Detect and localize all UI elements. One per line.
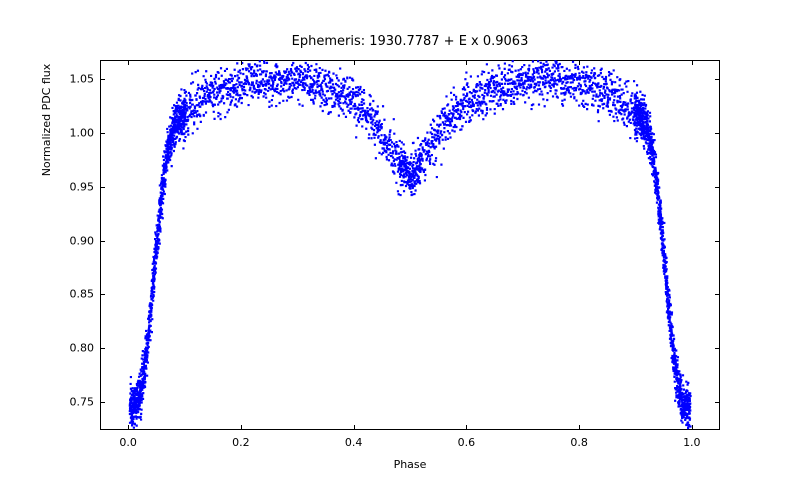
y-axis-label: Normalized PDC flux [40, 0, 53, 305]
y-tick-mark [100, 241, 105, 242]
chart-title: Ephemeris: 1930.7787 + E x 0.9063 [100, 34, 720, 49]
y-tick-mark [715, 187, 720, 188]
x-tick-mark [692, 60, 693, 65]
y-tick-mark [100, 133, 105, 134]
y-tick-label: 0.85 [60, 288, 94, 301]
y-tick-label: 1.00 [60, 127, 94, 140]
x-tick-mark [579, 60, 580, 65]
y-tick-mark [715, 133, 720, 134]
scatter-layer [101, 61, 719, 429]
x-axis-label: Phase [100, 458, 720, 471]
x-tick-mark [128, 60, 129, 65]
x-tick-mark [466, 60, 467, 65]
y-tick-mark [715, 79, 720, 80]
y-tick-mark [100, 348, 105, 349]
y-tick-mark [715, 348, 720, 349]
y-tick-mark [100, 294, 105, 295]
x-tick-label: 0.6 [458, 436, 476, 449]
y-tick-mark [100, 187, 105, 188]
x-tick-mark [354, 60, 355, 65]
y-tick-label: 0.75 [60, 396, 94, 409]
x-tick-label: 0.8 [570, 436, 588, 449]
y-tick-mark [715, 402, 720, 403]
y-tick-label: 0.90 [60, 234, 94, 247]
plot-area [100, 60, 720, 430]
x-tick-label: 0.0 [119, 436, 137, 449]
y-tick-mark [715, 241, 720, 242]
y-tick-label: 1.05 [60, 73, 94, 86]
x-tick-label: 0.4 [345, 436, 363, 449]
x-tick-mark [128, 425, 129, 430]
y-tick-label: 0.80 [60, 342, 94, 355]
x-tick-mark [354, 425, 355, 430]
x-tick-mark [692, 425, 693, 430]
x-tick-mark [579, 425, 580, 430]
y-tick-label: 0.95 [60, 180, 94, 193]
x-tick-mark [241, 60, 242, 65]
y-tick-mark [100, 79, 105, 80]
x-tick-mark [466, 425, 467, 430]
y-tick-mark [100, 402, 105, 403]
x-tick-label: 1.0 [683, 436, 701, 449]
x-tick-mark [241, 425, 242, 430]
scatter-points [129, 60, 692, 429]
x-tick-label: 0.2 [232, 436, 250, 449]
y-tick-mark [715, 294, 720, 295]
